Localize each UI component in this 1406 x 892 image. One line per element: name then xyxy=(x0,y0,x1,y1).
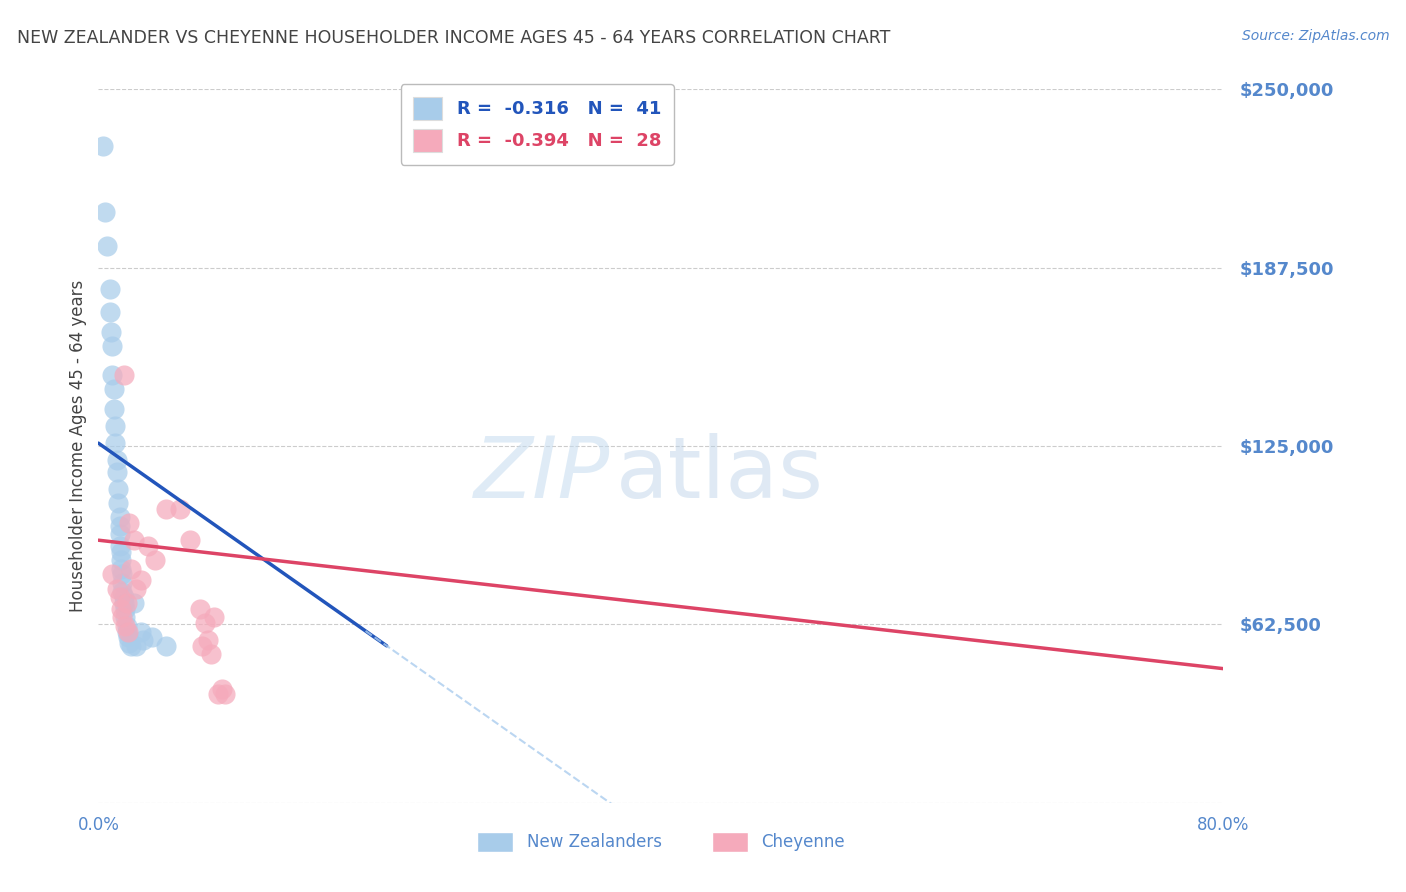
Point xyxy=(125,582,148,596)
Point xyxy=(120,639,142,653)
Y-axis label: Householder Income Ages 45 - 64 years: Householder Income Ages 45 - 64 years xyxy=(69,280,87,612)
Point xyxy=(117,624,139,639)
Point xyxy=(169,501,191,516)
Text: atlas: atlas xyxy=(616,433,824,516)
Text: ZIP: ZIP xyxy=(474,433,610,516)
Point xyxy=(112,368,135,382)
Point xyxy=(111,610,134,624)
Point xyxy=(107,496,129,510)
Point xyxy=(155,639,177,653)
Point xyxy=(108,539,131,553)
Point xyxy=(118,516,141,530)
Legend: New Zealanders, Cheyenne: New Zealanders, Cheyenne xyxy=(470,825,852,859)
Point xyxy=(107,482,129,496)
Point xyxy=(115,596,138,610)
Point xyxy=(122,533,145,548)
Point xyxy=(132,633,155,648)
Point xyxy=(94,205,117,219)
Point xyxy=(136,539,159,553)
Point xyxy=(110,601,132,615)
Point xyxy=(211,681,233,696)
Point xyxy=(91,139,114,153)
Point xyxy=(114,610,136,624)
Point xyxy=(101,368,124,382)
Point xyxy=(105,465,128,479)
Point xyxy=(103,382,125,396)
Point xyxy=(179,533,201,548)
Point xyxy=(202,610,225,624)
Point xyxy=(101,339,124,353)
Point xyxy=(125,639,148,653)
Point xyxy=(96,239,118,253)
Point xyxy=(112,591,135,605)
Point xyxy=(108,519,131,533)
Point xyxy=(115,624,138,639)
Point xyxy=(115,619,138,633)
Point xyxy=(110,544,132,558)
Point xyxy=(120,562,142,576)
Point xyxy=(200,648,222,662)
Point xyxy=(105,582,128,596)
Point xyxy=(207,687,229,701)
Point xyxy=(108,527,131,541)
Point xyxy=(117,630,139,644)
Point xyxy=(155,501,177,516)
Point xyxy=(100,325,122,339)
Point xyxy=(111,584,134,599)
Text: Source: ZipAtlas.com: Source: ZipAtlas.com xyxy=(1241,29,1389,44)
Point xyxy=(141,630,163,644)
Point xyxy=(108,591,131,605)
Point xyxy=(188,601,211,615)
Point xyxy=(214,687,236,701)
Point xyxy=(104,419,127,434)
Point xyxy=(143,553,166,567)
Point xyxy=(114,601,136,615)
Point xyxy=(129,624,152,639)
Point xyxy=(191,639,214,653)
Point xyxy=(197,633,219,648)
Point xyxy=(105,453,128,467)
Point xyxy=(122,596,145,610)
Text: NEW ZEALANDER VS CHEYENNE HOUSEHOLDER INCOME AGES 45 - 64 YEARS CORRELATION CHAR: NEW ZEALANDER VS CHEYENNE HOUSEHOLDER IN… xyxy=(17,29,890,47)
Point xyxy=(98,282,121,296)
Point xyxy=(103,401,125,416)
Point xyxy=(101,567,124,582)
Point xyxy=(111,567,134,582)
Point xyxy=(104,436,127,450)
Point xyxy=(110,562,132,576)
Point xyxy=(111,576,134,591)
Point xyxy=(114,619,136,633)
Point xyxy=(194,615,217,630)
Point xyxy=(129,573,152,587)
Point xyxy=(108,510,131,524)
Point xyxy=(98,305,121,319)
Point xyxy=(110,553,132,567)
Point xyxy=(118,636,141,650)
Point xyxy=(112,596,135,610)
